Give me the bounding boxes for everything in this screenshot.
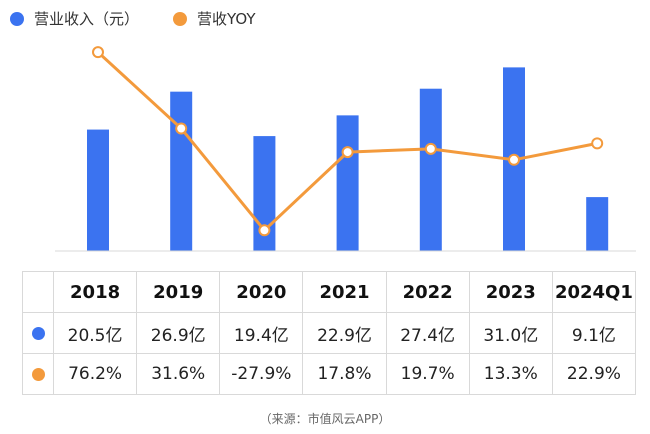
- combo-chart: [55, 46, 636, 252]
- yoy-cell-2020: -27.9%: [219, 353, 304, 395]
- yoy-cell-2022: 19.7%: [385, 353, 470, 395]
- year-cell-2022: 2022: [385, 271, 470, 313]
- legend-revenue-marker: [10, 11, 24, 26]
- yoy-cell-2023: 13.3%: [468, 353, 553, 395]
- yoy-cell-2018: 76.2%: [52, 353, 138, 395]
- yoy-point-2018: [92, 46, 104, 59]
- revenue-cell-2018: 20.5亿: [52, 312, 138, 354]
- year-cell-2023: 2023: [468, 271, 553, 313]
- yoy-point-2022: [424, 142, 437, 155]
- yoy-point-2023: [508, 153, 520, 166]
- revenue-dot-icon: [31, 326, 45, 340]
- revenue-row-key: [22, 312, 54, 354]
- yoy-cell-2019: 31.6%: [136, 353, 221, 395]
- revenue-bar-2018: [87, 129, 109, 251]
- revenue-cell-2019: 26.9亿: [136, 312, 221, 354]
- revenue-cell-2020: 19.4亿: [219, 312, 304, 354]
- revenue-bar-2024q1: [586, 197, 609, 251]
- revenue-bar-2021: [336, 115, 359, 251]
- yoy-cell-2024q1: 22.9%: [551, 353, 637, 395]
- year-cell-2019: 2019: [136, 271, 221, 313]
- table-header-row: 2018 2019 2020 2021 2022 2023 2024Q1: [22, 271, 637, 313]
- yoy-point-2020: [258, 224, 271, 237]
- yoy-cell-2021: 17.8%: [302, 353, 387, 395]
- legend-revenue-label: 营业收入（元）: [34, 10, 140, 28]
- revenue-bar-2022: [419, 88, 442, 251]
- table-corner-cell: [22, 271, 54, 313]
- revenue-bar-2019: [170, 91, 193, 252]
- yoy-row-key: [22, 353, 54, 395]
- yoy-point-2024q1: [591, 137, 604, 150]
- legend-item-yoy: 营收YOY: [173, 8, 256, 29]
- table-row-revenue: 20.5亿 26.9亿 19.4亿 22.9亿 27.4亿 31.0亿 9.1亿: [22, 312, 637, 354]
- legend-item-revenue: 营业收入（元）: [10, 8, 139, 29]
- yoy-dot-icon: [31, 367, 45, 381]
- source-note: （来源：市值风云APP）: [259, 412, 391, 426]
- yoy-point-2021: [341, 146, 354, 159]
- table-row-yoy: 76.2% 31.6% -27.9% 17.8% 19.7% 13.3% 22.…: [22, 353, 637, 395]
- revenue-cell-2022: 27.4亿: [385, 312, 470, 354]
- legend-yoy-label: 营收YOY: [197, 10, 256, 28]
- revenue-cell-2021: 22.9亿: [302, 312, 387, 354]
- data-table: 2018 2019 2020 2021 2022 2023 2024Q1 20.…: [22, 271, 637, 395]
- year-cell-2021: 2021: [302, 271, 387, 313]
- chart-legend: 营业收入（元） 营收YOY: [10, 8, 290, 29]
- legend-yoy-marker: [173, 11, 188, 26]
- year-cell-2020: 2020: [219, 271, 304, 313]
- year-cell-2018: 2018: [52, 271, 138, 313]
- revenue-cell-2023: 31.0亿: [468, 312, 553, 354]
- revenue-cell-2024q1: 9.1亿: [551, 312, 637, 354]
- year-cell-2024q1: 2024Q1: [551, 271, 637, 313]
- yoy-point-2019: [175, 122, 188, 135]
